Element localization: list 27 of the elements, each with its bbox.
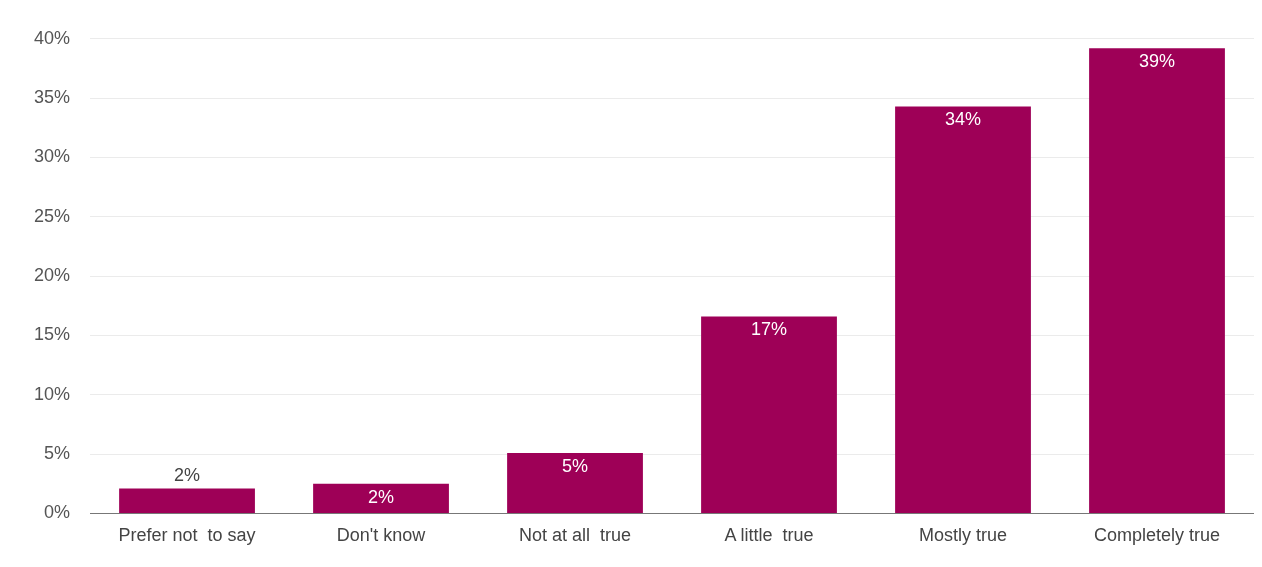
- y-tick-label: 35%: [34, 87, 71, 108]
- bar: [507, 452, 643, 513]
- y-tick-label: 20%: [34, 265, 71, 286]
- x-tick-label: Completely true: [1093, 525, 1221, 546]
- x-tick-label: Mostly true: [918, 525, 1008, 546]
- y-tick-label: 10%: [34, 383, 71, 404]
- y-tick-label: 0%: [44, 502, 71, 523]
- bar: [1089, 48, 1225, 513]
- y-tick-label: 30%: [34, 146, 71, 167]
- x-tick-label: Not at all true: [518, 525, 632, 546]
- bar: [895, 106, 1031, 513]
- bar: [313, 483, 449, 513]
- x-tick-label: A little true: [724, 525, 814, 546]
- data-label: 34%: [944, 109, 982, 130]
- bar: [701, 316, 837, 513]
- y-tick-label: 15%: [34, 324, 71, 345]
- y-tick-label: 5%: [44, 443, 71, 464]
- data-label: 17%: [751, 319, 788, 340]
- data-label: 2%: [368, 486, 395, 507]
- data-label: 5%: [562, 455, 589, 476]
- data-label: 2%: [174, 465, 201, 486]
- x-tick-label: Don't know: [336, 525, 427, 546]
- data-label: 39%: [1138, 51, 1176, 72]
- bar: [119, 488, 255, 513]
- y-tick-label: 40%: [34, 27, 71, 48]
- y-tick-label: 25%: [34, 205, 71, 226]
- x-tick-label: Prefer not to say: [118, 525, 256, 546]
